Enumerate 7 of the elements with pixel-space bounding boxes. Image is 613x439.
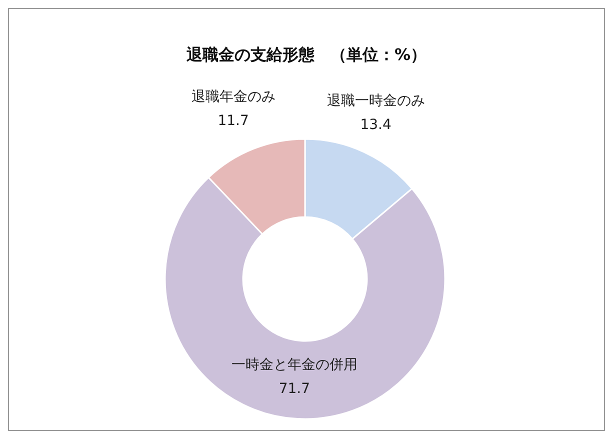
data-label: 71.7 (278, 380, 310, 397)
slice-label: 退職一時金のみ (326, 92, 425, 109)
data-label: 11.7 (218, 112, 249, 129)
slice-label: 退職年金のみ (191, 88, 276, 105)
chart-title: 退職金の支給形態 （単位：%） (185, 45, 428, 66)
slice-label: 一時金と年金の併用 (231, 356, 358, 373)
data-label: 13.4 (360, 116, 392, 133)
